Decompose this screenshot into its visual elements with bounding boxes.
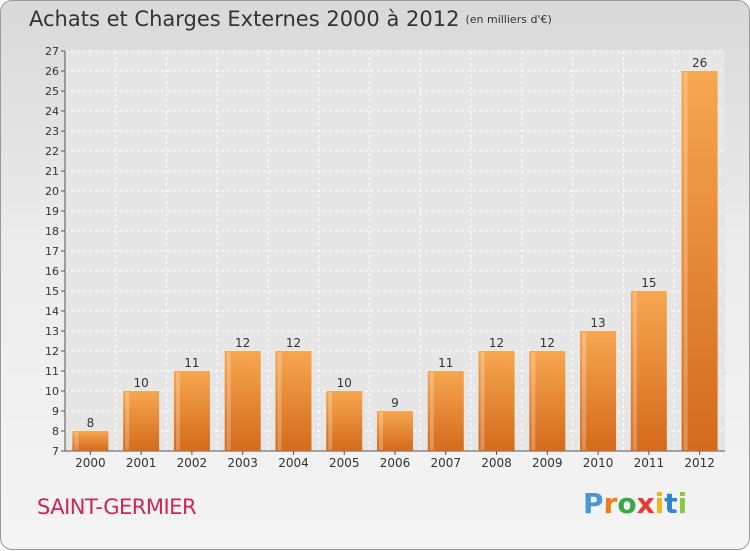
bar-highlight [74,432,79,450]
bar [630,291,667,451]
y-tick-label: 8 [52,425,59,438]
y-tick-label: 19 [45,205,59,218]
x-tick-label: 2000 [75,456,106,470]
bar-highlight [379,412,383,450]
y-tick-label: 12 [45,345,59,358]
x-tick-label: 2006 [380,456,411,470]
x-tick-label: 2007 [430,456,461,470]
x-tick-label: 2003 [227,456,258,470]
y-tick-label: 7 [52,445,59,458]
bar [173,371,210,451]
logo-letter: i [654,487,665,520]
y-tick-label: 13 [45,325,59,338]
x-tick-label: 2011 [634,456,665,470]
logo-letter: o [617,487,637,520]
y-tick-label: 9 [52,405,59,418]
chart-title: Achats et Charges Externes 2000 à 2012 (e… [29,7,552,31]
x-tick-label: 2005 [329,456,360,470]
logo-letter: x [636,487,655,520]
x-tick-label: 2012 [684,456,715,470]
bar [123,391,160,451]
y-tick-label: 20 [45,185,59,198]
chart-title-text: Achats et Charges Externes 2000 à 2012 [29,7,460,31]
logo-letter: i [677,487,688,520]
bar-highlight [277,352,282,450]
x-tick-label: 2010 [583,456,614,470]
y-tick-label: 14 [45,305,59,318]
bar-highlight [175,372,180,450]
x-tick-label: 2009 [532,456,563,470]
logo-letter: t [664,487,678,520]
bar-value-label: 12 [286,336,301,350]
logo-letter: P [583,487,604,520]
bar [681,71,718,451]
bar [580,331,617,451]
bar-highlight [125,392,130,450]
bar-highlight [328,392,333,450]
bar-value-label: 10 [134,376,149,390]
y-tick-label: 21 [45,165,59,178]
bar-value-label: 12 [235,336,250,350]
bar [72,431,109,451]
bar-highlight [632,292,637,450]
bar-value-label: 9 [391,396,399,410]
y-tick-label: 25 [45,85,59,98]
y-tick-label: 18 [45,225,59,238]
bar-value-label: 15 [641,276,656,290]
bar-value-label: 8 [87,416,95,430]
y-tick-label: 10 [45,385,59,398]
bar-highlight [429,372,434,450]
chart-unit: (en milliers d'€) [465,13,552,26]
bar-highlight [226,352,231,450]
bar [224,351,261,451]
bar-highlight [582,332,587,450]
x-tick-label: 2004 [278,456,309,470]
y-tick-label: 11 [45,365,59,378]
y-tick-label: 22 [45,145,59,158]
y-tick-label: 26 [45,65,59,78]
x-tick-label: 2008 [481,456,512,470]
y-tick-label: 24 [45,105,59,118]
bar [377,411,413,451]
bar-value-label: 11 [438,356,453,370]
bar-value-label: 11 [184,356,199,370]
bar [275,351,312,451]
y-tick-label: 23 [45,125,59,138]
logo-letter: r [603,487,618,520]
y-tick-label: 27 [45,45,59,58]
bar [478,351,515,451]
bar-highlight [531,352,536,450]
y-tick-label: 17 [45,245,59,258]
y-tick-label: 15 [45,285,59,298]
x-tick-label: 2001 [126,456,157,470]
bar [529,351,566,451]
municipality-name: SAINT-GERMIER [37,495,197,519]
bar-value-label: 12 [540,336,555,350]
bar [326,391,363,451]
x-tick-label: 2002 [177,456,208,470]
y-tick-label: 16 [45,265,59,278]
bar-value-label: 26 [692,56,707,70]
bar-value-label: 10 [337,376,352,390]
bar [427,371,464,451]
bar-value-label: 13 [590,316,605,330]
bar-value-label: 12 [489,336,504,350]
bar-highlight [683,72,688,450]
proxiti-logo: Proxiti [583,487,687,520]
bar-highlight [480,352,485,450]
